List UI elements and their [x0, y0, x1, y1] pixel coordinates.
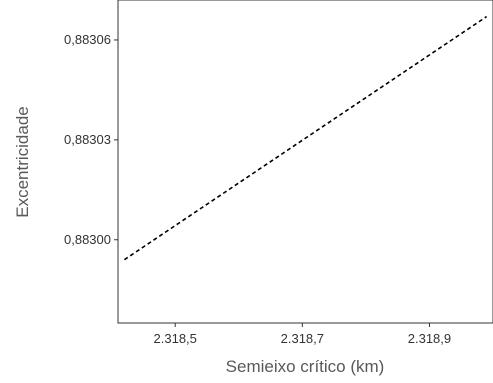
- y-tick-label: 0,88306: [64, 32, 111, 47]
- x-tick-label: 2.318,9: [408, 331, 451, 346]
- plot-frame: [117, 0, 493, 324]
- series-line: [123, 15, 488, 261]
- y-axis-ticks: 0,88300 0,88303 0,88306: [64, 32, 118, 247]
- y-tick-label: 0,88303: [64, 132, 111, 147]
- series-layer: [123, 15, 488, 261]
- x-axis-title: Semieixo crítico (km): [226, 357, 385, 376]
- x-tick-label: 2.318,5: [154, 331, 197, 346]
- x-tick-label: 2.318,7: [281, 331, 324, 346]
- x-axis-ticks: 2.318,5 2.318,7 2.318,9: [154, 323, 451, 346]
- y-axis-title: Excentricidade: [13, 106, 32, 218]
- y-tick-label: 0,88300: [64, 232, 111, 247]
